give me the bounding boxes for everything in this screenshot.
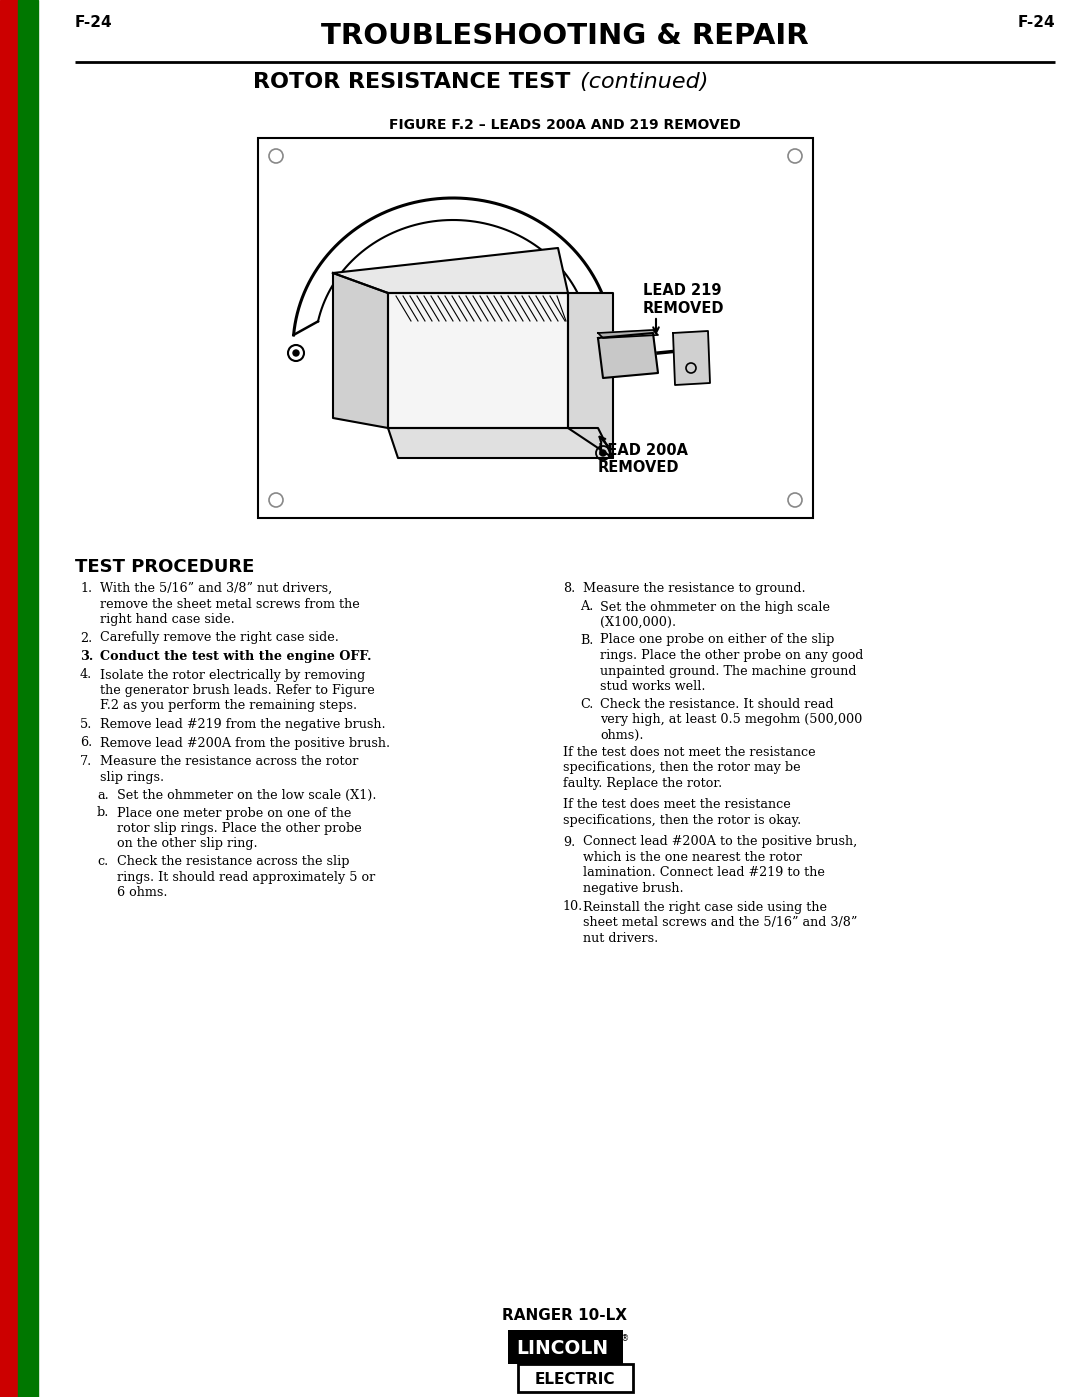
Text: slip rings.: slip rings. — [100, 771, 164, 784]
Text: A.: A. — [580, 601, 593, 613]
Polygon shape — [673, 331, 710, 386]
Text: Carefully remove the right case side.: Carefully remove the right case side. — [100, 631, 339, 644]
Text: the generator brush leads. Refer to Figure: the generator brush leads. Refer to Figu… — [100, 685, 375, 697]
Text: nut drivers.: nut drivers. — [583, 932, 658, 944]
Text: c.: c. — [97, 855, 108, 868]
Text: a.: a. — [97, 789, 109, 802]
Text: 4.: 4. — [80, 669, 92, 682]
Text: Reinstall the right case side using the: Reinstall the right case side using the — [583, 901, 827, 914]
Text: Return to Master TOC: Return to Master TOC — [24, 817, 32, 904]
Text: If the test does not meet the resistance: If the test does not meet the resistance — [563, 746, 815, 759]
Text: unpainted ground. The machine ground: unpainted ground. The machine ground — [600, 665, 856, 678]
Text: C.: C. — [580, 697, 593, 711]
Bar — [517, 1363, 633, 1391]
Text: Isolate the rotor electrically by removing: Isolate the rotor electrically by removi… — [100, 669, 365, 682]
Polygon shape — [598, 332, 658, 379]
Text: F.2 as you perform the remaining steps.: F.2 as you perform the remaining steps. — [100, 700, 357, 712]
Text: ®: ® — [621, 1334, 629, 1343]
Text: (continued): (continued) — [573, 73, 708, 92]
Text: TROUBLESHOOTING & REPAIR: TROUBLESHOOTING & REPAIR — [321, 22, 809, 50]
Bar — [258, 138, 813, 518]
Text: Measure the resistance across the rotor: Measure the resistance across the rotor — [100, 754, 359, 768]
Text: which is the one nearest the rotor: which is the one nearest the rotor — [583, 851, 801, 863]
Text: Return to Master TOC: Return to Master TOC — [24, 1166, 32, 1253]
Text: 9.: 9. — [563, 835, 576, 848]
Text: Return to Master TOC: Return to Master TOC — [24, 467, 32, 553]
Text: rings. It should read approximately 5 or: rings. It should read approximately 5 or — [117, 870, 375, 883]
Text: specifications, then the rotor may be: specifications, then the rotor may be — [563, 761, 800, 774]
Text: Return to Section TOC: Return to Section TOC — [4, 1165, 14, 1255]
Text: stud works well.: stud works well. — [600, 680, 705, 693]
Text: 2.: 2. — [80, 631, 92, 644]
Polygon shape — [568, 293, 613, 458]
Text: Place one probe on either of the slip: Place one probe on either of the slip — [600, 633, 835, 647]
Text: Return to Section TOC: Return to Section TOC — [4, 465, 14, 555]
Text: ROTOR RESISTANCE TEST: ROTOR RESISTANCE TEST — [253, 73, 570, 92]
Text: LEAD 219: LEAD 219 — [643, 284, 721, 298]
Text: ohms).: ohms). — [600, 728, 644, 742]
Text: Return to Master TOC: Return to Master TOC — [24, 131, 32, 218]
Text: LEAD 200A: LEAD 200A — [598, 443, 688, 458]
Text: Remove lead #219 from the negative brush.: Remove lead #219 from the negative brush… — [100, 718, 386, 731]
Text: sheet metal screws and the 5/16” and 3/8”: sheet metal screws and the 5/16” and 3/8… — [583, 916, 858, 929]
Text: specifications, then the rotor is okay.: specifications, then the rotor is okay. — [563, 814, 801, 827]
Text: B.: B. — [580, 633, 593, 647]
Text: lamination. Connect lead #219 to the: lamination. Connect lead #219 to the — [583, 866, 825, 880]
Bar — [508, 1330, 622, 1363]
Polygon shape — [333, 272, 388, 427]
Text: very high, at least 0.5 megohm (500,000: very high, at least 0.5 megohm (500,000 — [600, 712, 862, 726]
Text: F-24: F-24 — [1017, 15, 1055, 29]
Text: Conduct the test with the engine OFF.: Conduct the test with the engine OFF. — [100, 650, 372, 664]
Text: TEST PROCEDURE: TEST PROCEDURE — [75, 557, 255, 576]
Polygon shape — [388, 427, 613, 458]
Text: Return to Section TOC: Return to Section TOC — [4, 816, 14, 904]
Circle shape — [600, 450, 606, 455]
Text: right hand case side.: right hand case side. — [100, 613, 234, 626]
Text: rings. Place the other probe on any good: rings. Place the other probe on any good — [600, 650, 863, 662]
Text: If the test does meet the resistance: If the test does meet the resistance — [563, 799, 791, 812]
Text: 6 ohms.: 6 ohms. — [117, 886, 167, 900]
Text: 6.: 6. — [80, 736, 92, 750]
Text: FIGURE F.2 – LEADS 200A AND 219 REMOVED: FIGURE F.2 – LEADS 200A AND 219 REMOVED — [389, 117, 741, 131]
Text: b.: b. — [97, 806, 109, 820]
Polygon shape — [598, 330, 658, 338]
Text: Remove lead #200A from the positive brush.: Remove lead #200A from the positive brus… — [100, 736, 390, 750]
Bar — [18, 0, 38, 1397]
Bar — [0, 0, 18, 1397]
Text: REMOVED: REMOVED — [643, 300, 725, 316]
Text: Check the resistance. It should read: Check the resistance. It should read — [600, 697, 834, 711]
Circle shape — [606, 351, 610, 355]
Text: on the other slip ring.: on the other slip ring. — [117, 837, 258, 851]
Text: F-24: F-24 — [75, 15, 112, 29]
Text: Check the resistance across the slip: Check the resistance across the slip — [117, 855, 350, 868]
Text: Place one meter probe on one of the: Place one meter probe on one of the — [117, 806, 351, 820]
Text: remove the sheet metal screws from the: remove the sheet metal screws from the — [100, 598, 360, 610]
Text: Connect lead #200A to the positive brush,: Connect lead #200A to the positive brush… — [583, 835, 858, 848]
Text: 1.: 1. — [80, 583, 92, 595]
Text: ELECTRIC: ELECTRIC — [535, 1372, 616, 1386]
Text: Set the ohmmeter on the high scale: Set the ohmmeter on the high scale — [600, 601, 831, 613]
Text: LINCOLN: LINCOLN — [516, 1338, 608, 1358]
Polygon shape — [333, 249, 568, 293]
Polygon shape — [388, 293, 568, 427]
Text: With the 5/16” and 3/8” nut drivers,: With the 5/16” and 3/8” nut drivers, — [100, 583, 333, 595]
Text: 8.: 8. — [563, 583, 576, 595]
Text: Return to Section TOC: Return to Section TOC — [4, 130, 14, 219]
Text: Measure the resistance to ground.: Measure the resistance to ground. — [583, 583, 806, 595]
Text: 5.: 5. — [80, 718, 93, 731]
Circle shape — [293, 351, 299, 356]
Text: faulty. Replace the rotor.: faulty. Replace the rotor. — [563, 777, 723, 789]
Text: Set the ohmmeter on the low scale (X1).: Set the ohmmeter on the low scale (X1). — [117, 789, 377, 802]
Text: REMOVED: REMOVED — [598, 460, 679, 475]
Text: rotor slip rings. Place the other probe: rotor slip rings. Place the other probe — [117, 821, 362, 835]
Text: negative brush.: negative brush. — [583, 882, 684, 895]
Text: 3.: 3. — [80, 650, 93, 664]
Text: RANGER 10-LX: RANGER 10-LX — [502, 1308, 627, 1323]
Text: (X100,000).: (X100,000). — [600, 616, 676, 629]
Text: 7.: 7. — [80, 754, 92, 768]
Text: 10.: 10. — [563, 901, 583, 914]
